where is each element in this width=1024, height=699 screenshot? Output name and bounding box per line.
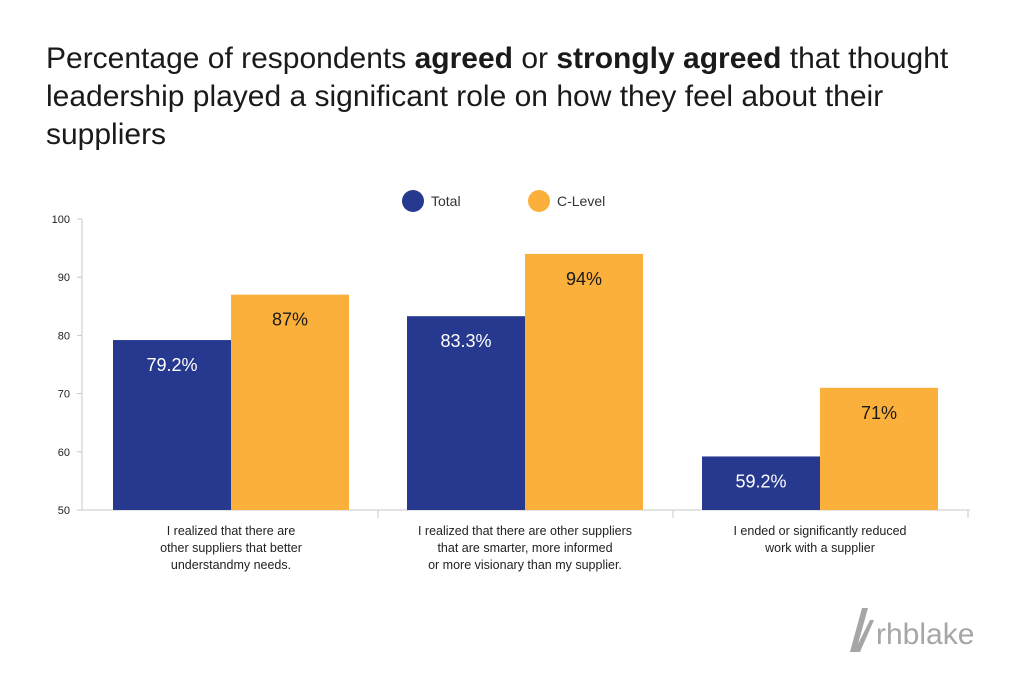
- x-category-label: I realized that there are other supplier…: [418, 524, 632, 538]
- y-tick-label: 70: [58, 389, 70, 401]
- x-category-label: I ended or significantly reduced: [733, 524, 906, 538]
- y-tick-label: 60: [58, 447, 70, 459]
- x-category-label: understandmy needs.: [171, 558, 291, 572]
- bar-c-level-2: [525, 254, 643, 510]
- data-label: 59.2%: [735, 471, 786, 491]
- data-label: 87%: [272, 310, 308, 330]
- x-category-label: or more visionary than my supplier.: [428, 558, 622, 572]
- data-label: 83.3%: [440, 331, 491, 351]
- data-label: 71%: [861, 403, 897, 423]
- legend-marker-c-level: [528, 190, 550, 212]
- data-label: 79.2%: [146, 355, 197, 375]
- y-tick-label: 50: [58, 505, 70, 517]
- data-label: 94%: [566, 269, 602, 289]
- rhblake-logo: rhblake: [840, 600, 990, 660]
- x-category-label: other suppliers that better: [160, 541, 302, 555]
- x-category-label: work with a supplier: [764, 541, 875, 555]
- y-tick-label: 100: [52, 214, 70, 226]
- logo-text: rhblake: [876, 618, 974, 651]
- x-category-label: that are smarter, more informed: [437, 541, 612, 555]
- legend-label: C-Level: [557, 193, 605, 209]
- x-category-label: I realized that there are: [167, 524, 296, 538]
- y-tick-label: 80: [58, 330, 70, 342]
- logo-mark-icon: [850, 608, 874, 652]
- legend-marker-total: [402, 190, 424, 212]
- legend-label: Total: [431, 193, 461, 209]
- y-tick-label: 90: [58, 272, 70, 284]
